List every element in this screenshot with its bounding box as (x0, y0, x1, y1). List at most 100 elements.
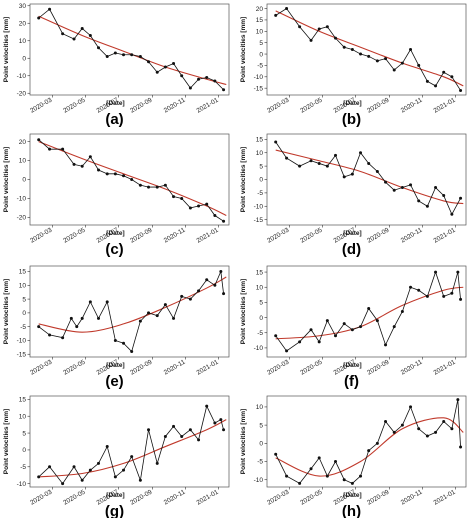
data-point (105, 55, 109, 58)
y-tick-label: 20 (19, 20, 27, 27)
trend-curve (38, 419, 227, 478)
data-point (97, 461, 101, 465)
y-tick-label: -5 (257, 459, 263, 466)
data-point (285, 156, 289, 160)
plot-frame (29, 395, 230, 488)
data-point (442, 70, 446, 74)
data-point (425, 294, 429, 298)
data-point (155, 314, 159, 318)
y-tick-label: 15 (256, 17, 264, 24)
data-point (359, 325, 363, 329)
data-point (188, 86, 192, 90)
data-point (434, 270, 438, 274)
data-point (309, 38, 313, 42)
y-tick-label: 5 (259, 40, 263, 47)
panel-label: (g) (105, 503, 124, 518)
x-axis-title: [Date] (343, 230, 361, 237)
trend-curve (38, 276, 227, 333)
data-point (334, 36, 338, 40)
data-point (342, 478, 346, 482)
data-point (274, 140, 278, 144)
data-point (450, 212, 454, 216)
y-tick-label: 10 (256, 284, 264, 291)
data-point (105, 300, 109, 304)
y-axis-title: Point velocities [mm] (3, 409, 10, 474)
data-point (172, 62, 176, 65)
data-point (80, 27, 84, 30)
data-point (325, 319, 329, 323)
data-point (48, 333, 52, 337)
y-axis-title: Point velocities [mm] (3, 147, 10, 212)
x-tick-label: 2020-09 (129, 226, 153, 244)
data-point (105, 445, 109, 449)
data-point (163, 65, 167, 69)
data-point (147, 428, 151, 432)
data-point (113, 475, 117, 479)
x-tick-label: 2020-03 (29, 226, 53, 244)
data-point (456, 270, 460, 274)
series-line (275, 8, 461, 91)
y-tick-label: 10 (256, 150, 264, 157)
y-tick-label: -5 (20, 464, 26, 471)
data-point (309, 467, 313, 471)
data-point (122, 341, 126, 345)
data-point (222, 428, 226, 432)
trend-curve (275, 149, 464, 205)
x-tick-label: 2020-11 (163, 96, 187, 114)
x-tick-label: 2020-03 (266, 96, 290, 114)
plot-frame (29, 265, 230, 358)
data-point (147, 311, 151, 315)
data-point (334, 460, 338, 464)
data-point (367, 449, 371, 453)
data-point (392, 188, 396, 192)
data-point (88, 155, 92, 159)
data-point (325, 164, 329, 168)
x-axis-title: [Date] (343, 100, 361, 107)
data-point (434, 186, 438, 190)
data-point (274, 13, 278, 17)
plot-frame (29, 133, 230, 226)
data-point (147, 60, 151, 64)
x-tick-label: 2021-01 (433, 226, 457, 244)
y-tick-label: -10 (17, 481, 27, 488)
y-tick-label: -10 (254, 345, 264, 352)
x-tick-label: 2020-11 (163, 358, 187, 376)
series-line (38, 139, 224, 222)
panel-label: (e) (105, 373, 123, 390)
y-tick-label: -10 (17, 338, 27, 345)
data-point (417, 63, 421, 67)
x-tick-label: 2020-05 (62, 358, 86, 376)
data-point (163, 303, 167, 307)
y-tick-label: -5 (257, 330, 263, 337)
data-point (274, 452, 278, 456)
data-point (197, 204, 201, 208)
data-point (434, 430, 438, 434)
y-tick-label: -5 (257, 63, 263, 70)
data-point (384, 343, 388, 347)
y-tick-label: 0 (259, 315, 263, 322)
y-tick-label: 10 (19, 413, 27, 420)
data-point (48, 147, 52, 151)
data-point (138, 319, 142, 323)
data-point (400, 423, 404, 427)
data-point (334, 334, 338, 338)
x-tick-label: 2020-09 (366, 96, 390, 114)
x-tick-label: 2020-03 (266, 358, 290, 376)
data-point (88, 300, 92, 304)
data-point (155, 70, 159, 74)
y-tick-label: -5 (257, 190, 263, 197)
data-point (459, 297, 463, 301)
y-tick-label: 10 (256, 404, 264, 411)
data-point (222, 219, 226, 223)
data-point (147, 185, 151, 189)
data-point (375, 59, 379, 63)
data-point (409, 285, 413, 289)
y-tick-label: 15 (256, 269, 264, 276)
data-point (350, 328, 354, 332)
data-point (97, 168, 101, 172)
x-tick-label: 2020-09 (129, 488, 153, 506)
y-tick-label: 5 (22, 430, 26, 437)
